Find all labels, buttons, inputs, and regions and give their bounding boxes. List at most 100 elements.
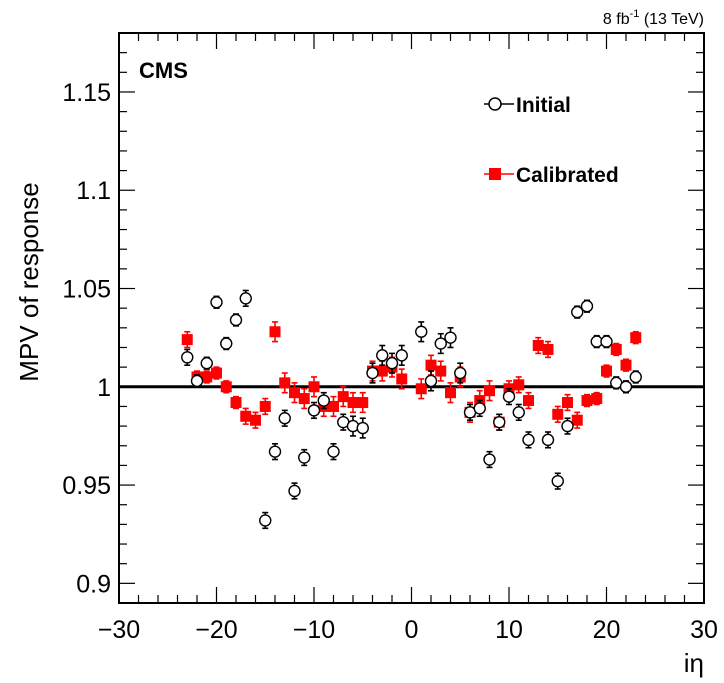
calibrated-point xyxy=(601,364,612,378)
marker-open-circle xyxy=(580,300,594,313)
lumi-label: 8 fb-1 (13 TeV) xyxy=(603,8,704,28)
marker-filled-square xyxy=(620,359,632,371)
marker-filled-square xyxy=(532,340,544,352)
calibrated-point xyxy=(259,397,271,416)
calibrated-point xyxy=(571,411,583,429)
calibrated-point xyxy=(532,336,544,355)
marker-open-circle xyxy=(239,292,252,305)
marker-filled-square xyxy=(201,371,213,383)
marker-filled-square xyxy=(610,343,622,355)
initial-point xyxy=(298,448,311,467)
marker-open-circle xyxy=(454,366,467,380)
marker-open-circle xyxy=(600,335,613,348)
calibrated-point xyxy=(230,395,242,410)
initial-point xyxy=(561,417,574,435)
initial-point xyxy=(385,352,399,374)
marker-open-circle xyxy=(181,351,194,364)
initial-point xyxy=(415,321,428,343)
y-tick-label: 1 xyxy=(97,374,111,402)
marker-open-circle xyxy=(317,394,330,407)
calibrated-point xyxy=(211,366,222,380)
marker-filled-square xyxy=(523,395,534,407)
initial-point xyxy=(580,299,594,313)
initial-point xyxy=(571,305,584,319)
calibrated-point xyxy=(220,380,232,394)
calibrated-point xyxy=(523,391,534,410)
x-tick-label: −10 xyxy=(293,616,335,644)
series-calibrated xyxy=(181,321,642,431)
marker-filled-square xyxy=(542,343,554,355)
calibrated-point xyxy=(240,407,252,425)
initial-point xyxy=(502,387,516,406)
initial-point xyxy=(259,511,272,530)
marker-filled-square xyxy=(425,359,437,371)
marker-open-circle xyxy=(493,415,506,429)
initial-point xyxy=(317,391,330,410)
marker-open-circle xyxy=(395,349,408,362)
calibrated-point xyxy=(542,340,554,359)
marker-open-circle xyxy=(541,433,555,447)
y-axis: 0.9 0.95 1 1.05 1.1 1.15 xyxy=(62,32,704,604)
x-tick-label: −20 xyxy=(195,616,237,644)
initial-point xyxy=(483,450,496,469)
calibrated-point xyxy=(181,330,193,349)
calibrated-point xyxy=(328,395,339,418)
marker-filled-square xyxy=(347,397,359,409)
initial-point xyxy=(239,289,252,308)
initial-point xyxy=(229,313,243,327)
marker-open-circle xyxy=(619,380,633,393)
calibrated-point xyxy=(513,376,525,394)
initial-point xyxy=(629,370,642,384)
marker-filled-square xyxy=(259,400,271,412)
legend: Initial Calibrated xyxy=(484,94,619,187)
legend-initial-label: Initial xyxy=(516,94,571,117)
calibrated-point xyxy=(610,342,622,357)
calibrated-point xyxy=(308,376,320,398)
marker-filled-square xyxy=(357,397,369,409)
marker-open-circle xyxy=(200,357,213,370)
marker-open-circle xyxy=(366,366,379,380)
marker-filled-square xyxy=(630,332,642,344)
marker-open-circle xyxy=(434,337,447,350)
marker-filled-square xyxy=(230,397,242,409)
experiment-label: CMS xyxy=(139,58,188,83)
x-axis-title: iη xyxy=(684,648,704,678)
marker-open-circle xyxy=(502,390,516,403)
calibrated-point xyxy=(269,321,281,343)
initial-point xyxy=(610,376,623,390)
marker-filled-square xyxy=(181,334,193,346)
legend-calibrated-label: Calibrated xyxy=(516,164,619,187)
calibrated-point xyxy=(289,382,300,404)
y-tick-label: 0.9 xyxy=(76,570,111,598)
x-tick-label: 30 xyxy=(690,616,718,644)
initial-point xyxy=(366,362,379,384)
initial-point xyxy=(327,442,340,461)
marker-open-circle xyxy=(220,337,233,350)
marker-filled-square xyxy=(250,414,261,426)
y-axis-title: MPV of response xyxy=(14,182,44,381)
initial-point xyxy=(434,332,447,355)
initial-point xyxy=(473,399,486,418)
calibrated-point xyxy=(581,393,593,408)
marker-open-circle xyxy=(551,474,564,488)
marker-open-circle xyxy=(522,433,535,447)
x-tick-label: 10 xyxy=(495,616,523,644)
marker-open-circle xyxy=(278,412,291,425)
marker-filled-square xyxy=(591,393,603,405)
marker-filled-square xyxy=(445,387,456,399)
initial-point xyxy=(210,295,223,309)
marker-open-circle xyxy=(561,419,574,433)
initial-point xyxy=(220,336,233,351)
marker-filled-square xyxy=(220,381,232,393)
marker-open-circle xyxy=(210,296,223,309)
marker-filled-square xyxy=(601,365,612,377)
initial-point xyxy=(512,403,525,422)
initial-point xyxy=(541,431,555,449)
marker-open-circle xyxy=(298,451,311,464)
marker-filled-square xyxy=(211,367,222,379)
legend-calibrated-marker xyxy=(484,168,514,180)
initial-point xyxy=(551,472,564,490)
calibrated-point xyxy=(552,405,564,423)
initial-point xyxy=(200,356,213,370)
